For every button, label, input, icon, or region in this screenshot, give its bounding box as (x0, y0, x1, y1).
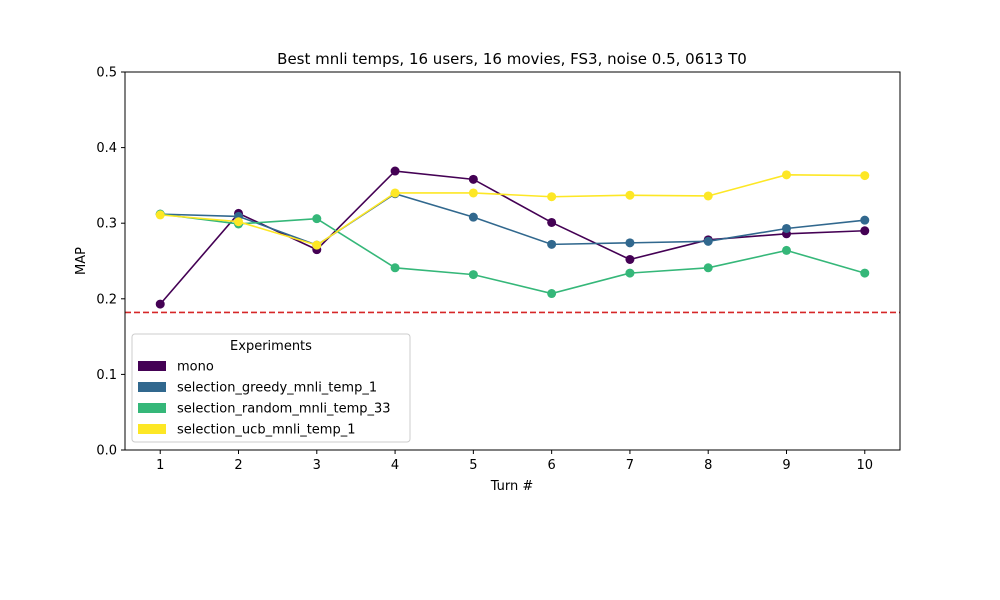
legend-label: selection_greedy_mnli_temp_1 (177, 381, 377, 396)
x-tick-label: 9 (782, 458, 790, 473)
x-tick-label: 5 (469, 458, 477, 473)
legend-label: selection_ucb_mnli_temp_1 (177, 423, 355, 438)
series-line (160, 213, 865, 295)
data-point (234, 217, 244, 227)
data-point (547, 239, 557, 249)
legend-swatch (138, 403, 166, 413)
x-axis: 1 2 3 4 5 6 7 8 9 10 (156, 450, 873, 473)
data-point (625, 238, 635, 248)
legend-label: selection_random_mnli_temp_33 (177, 402, 391, 417)
data-point (781, 170, 791, 180)
x-tick-label: 6 (548, 458, 556, 473)
data-point (625, 268, 635, 278)
data-point (468, 188, 478, 198)
legend-title: Experiments (230, 339, 312, 354)
data-point (703, 263, 713, 273)
x-tick-label: 10 (856, 458, 873, 473)
y-tick-label: 0.3 (96, 217, 117, 232)
data-point (860, 171, 870, 181)
data-point (312, 240, 322, 250)
y-tick-label: 0.5 (96, 66, 117, 81)
data-point (547, 217, 557, 227)
legend-box (131, 333, 411, 443)
series-layer (155, 166, 870, 309)
data-point (390, 166, 400, 176)
data-point (703, 191, 713, 201)
y-tick-label: 0.4 (96, 141, 117, 156)
data-point (781, 245, 791, 255)
legend-label: mono (177, 360, 214, 375)
data-point (860, 215, 870, 225)
legend-swatch (138, 424, 166, 434)
data-point (625, 190, 635, 200)
x-tick-label: 7 (626, 458, 634, 473)
data-point (390, 188, 400, 198)
x-tick-label: 8 (704, 458, 712, 473)
y-axis: 0.0 0.1 0.2 0.3 0.4 0.5 (96, 66, 125, 459)
x-tick-label: 1 (156, 458, 164, 473)
y-tick-label: 0.1 (96, 368, 117, 383)
x-axis-label: Turn # (490, 479, 534, 494)
data-point (703, 236, 713, 246)
plot-frame (124, 71, 901, 451)
y-tick-label: 0.0 (96, 444, 117, 459)
legend-swatch (138, 382, 166, 392)
y-axis-label: MAP (74, 247, 89, 275)
data-point (547, 192, 557, 202)
x-tick-label: 4 (391, 458, 399, 473)
data-point (390, 263, 400, 273)
data-point (860, 268, 870, 278)
data-point (625, 254, 635, 264)
data-point (468, 212, 478, 222)
data-point (781, 223, 791, 233)
data-point (155, 299, 165, 309)
data-point (312, 214, 322, 224)
data-point (547, 289, 557, 299)
series-line (160, 174, 865, 246)
data-point (860, 226, 870, 236)
chart-title: Best mnli temps, 16 users, 16 movies, FS… (277, 50, 747, 68)
data-point (468, 270, 478, 280)
x-tick-label: 3 (313, 458, 321, 473)
y-tick-label: 0.2 (96, 292, 117, 307)
legend-swatch (138, 361, 166, 371)
x-tick-label: 2 (234, 458, 242, 473)
series-line (160, 192, 865, 247)
data-point (155, 210, 165, 220)
data-point (468, 174, 478, 184)
legend: Experiments mono selection_greedy_mnli_te… (131, 333, 411, 443)
